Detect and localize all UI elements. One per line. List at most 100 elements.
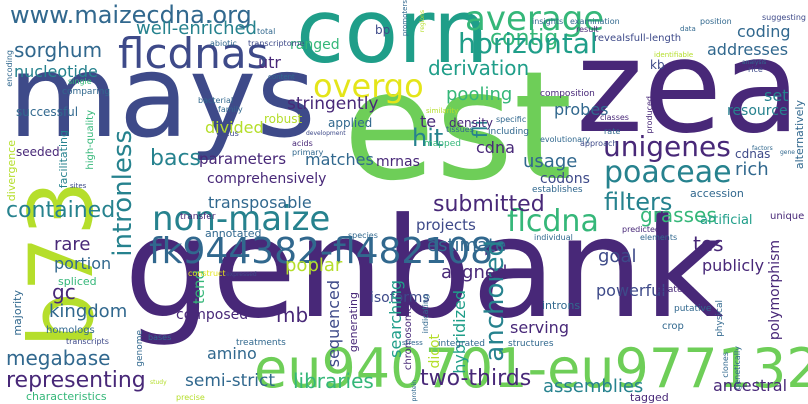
word-tissues: tissues — [446, 125, 474, 134]
word-average: average — [465, 0, 605, 39]
word-portion: portion — [54, 254, 112, 273]
word-factors: factors — [752, 145, 773, 152]
word-nucleotide: nucleotide — [14, 62, 98, 81]
word-goal: goal — [598, 246, 637, 267]
word-family: family — [218, 105, 243, 114]
word-study: study — [150, 379, 167, 386]
word-structures: structures — [508, 339, 554, 349]
word-amino: amino — [207, 344, 257, 363]
word-parameters: parameters — [199, 150, 287, 168]
word-poplar: poplar — [285, 255, 343, 276]
word-resource: resource — [727, 103, 788, 119]
word-well-enriched: well-enriched — [136, 18, 257, 39]
word-contained: contained — [6, 198, 116, 223]
word-comprehensively: comprehensively — [207, 171, 327, 187]
word-identifiable: identifiable — [654, 51, 694, 59]
word-density: density — [449, 116, 493, 130]
word-horizontal: horizontal — [458, 27, 598, 60]
word-species: species — [348, 231, 378, 240]
word-elements: elements — [640, 233, 678, 242]
word-hit: hit — [412, 124, 444, 152]
word-establishes: establishes — [532, 185, 583, 195]
word-divided: divided — [205, 118, 264, 137]
word-two-thirds: two-thirds — [420, 366, 532, 391]
word-fk-range: fk944382-fl482108 — [149, 231, 494, 272]
word-stringently: stringently — [287, 94, 379, 114]
word-rice: rice — [748, 65, 763, 74]
word-megabase: megabase — [6, 346, 111, 370]
word-derivation: derivation — [428, 56, 530, 80]
word-unique: unique — [770, 211, 805, 222]
word-libraries: libraries — [293, 369, 374, 393]
word-clones: clones — [721, 352, 730, 378]
word-protein: protein — [411, 380, 418, 402]
word-treatments: treatments — [236, 338, 286, 348]
word-accession: accession — [690, 187, 744, 200]
word-mb: mb — [276, 303, 309, 327]
word-approach: approach — [580, 139, 618, 148]
word-total: total — [257, 27, 276, 36]
word-high-quality: high-quality — [85, 110, 96, 170]
word-matches: matches — [305, 150, 374, 169]
word-alternatively: alternatively — [793, 100, 806, 170]
word-publicly: publicly — [702, 256, 765, 275]
word-specific: specific — [496, 115, 527, 124]
word-gc: gc — [52, 280, 76, 304]
word-transposable: transposable — [208, 193, 312, 212]
word-artificial: artificial — [700, 213, 753, 228]
word-serving: serving — [510, 318, 569, 337]
word-contig: contig — [490, 26, 559, 51]
word-single: single — [68, 77, 92, 86]
word-encoding: encoding — [5, 50, 14, 87]
word-applied: applied — [328, 116, 373, 130]
word-mays: mays — [8, 30, 316, 163]
word-regions: regions — [419, 10, 426, 33]
word-stress: stress — [402, 339, 423, 347]
word-isoforms: isoforms — [370, 290, 430, 306]
word-semi-strict: semi-strict — [185, 371, 275, 391]
word-composition: composition — [540, 89, 595, 99]
word-primary: primary — [292, 148, 324, 157]
word-robust: robust — [264, 112, 303, 126]
word-representing: representing — [6, 368, 146, 393]
word-website: www.maizecdna.org — [10, 1, 252, 29]
word-expressed: expressed — [226, 271, 257, 278]
word-result: result — [576, 25, 599, 34]
word-te: te — [420, 112, 437, 131]
word-acids: acids — [292, 139, 313, 148]
word-nonmaize: non-maize — [152, 199, 331, 239]
word-position: position — [700, 17, 732, 26]
word-evolutionary: evolutionary — [540, 135, 591, 144]
word-homologs: homologs — [46, 325, 95, 336]
word-cdnas: cdnas — [735, 147, 771, 161]
word-introns: introns — [542, 299, 581, 312]
word-coding: coding — [737, 22, 791, 41]
word-chromosomes: chromosomes — [403, 300, 414, 371]
word-rate: rate — [604, 127, 621, 136]
word-aligned: aligned — [441, 262, 508, 283]
word-flcdnas: flcdnas — [118, 29, 269, 78]
word-tes: tes — [693, 232, 724, 256]
word-precise: precise — [176, 393, 205, 402]
word-indicating: indicating — [421, 294, 430, 334]
word-sites: sites — [70, 182, 87, 190]
word-zea: zea — [576, 13, 801, 162]
word-gene: gene — [780, 149, 795, 156]
word-flcdna: flcdna — [507, 204, 599, 239]
word-utr: utr — [258, 53, 281, 72]
word-unigenes: unigenes — [603, 130, 731, 163]
word-polymorphism: polymorphism — [767, 240, 783, 341]
word-bp: bp — [375, 23, 391, 37]
word-promoters: promoters — [401, 0, 409, 37]
word-genetically: genetically — [733, 346, 742, 390]
word-bases: bases — [148, 333, 172, 342]
word-eu-range: eu940701-eu977132 — [254, 337, 808, 400]
word-rare: rare — [54, 234, 91, 255]
word-assemblies: assemblies — [543, 376, 644, 397]
word-strategy: strategy — [656, 285, 694, 295]
word-bacs: bacs — [150, 146, 202, 171]
word-hybridized: hybridized — [450, 290, 469, 374]
word-kingdom: kingdom — [49, 301, 128, 322]
word-data: data — [680, 25, 696, 33]
